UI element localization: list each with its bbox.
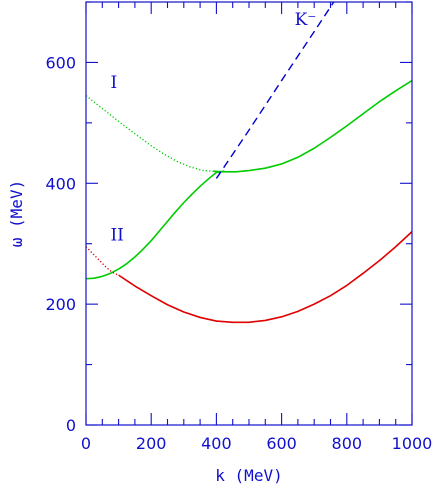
x-tick-label: 1000 [392, 434, 433, 453]
ticks-layer [85, 1, 413, 426]
curve-label-kminus: K⁻ [295, 10, 317, 30]
branch-II-solid [118, 231, 413, 324]
y-tick-label: 200 [45, 295, 76, 314]
x-axis-title: k (MeV) [215, 466, 282, 485]
curve-label-II: II [110, 226, 123, 246]
curves-layer [85, 1, 413, 324]
y-tick-label: 0 [66, 416, 76, 435]
x-tick-label: 200 [136, 434, 167, 453]
kminus-dashed-line [215, 1, 335, 179]
branch-I-solid [213, 79, 413, 173]
curve-label-I: I [110, 73, 117, 93]
tick-labels-layer: 0 200 400 600 800 1000 0 200 400 600 [45, 53, 432, 453]
x-tick-label: 0 [81, 434, 91, 453]
y-tick-label: 400 [45, 174, 76, 193]
plot-frame [85, 1, 413, 426]
branch-II-dotted [85, 246, 119, 276]
x-tick-label: 800 [332, 434, 363, 453]
branch-I-dotted [85, 95, 214, 172]
x-tick-label: 400 [201, 434, 232, 453]
y-tick-label: 600 [45, 53, 76, 72]
x-tick-label: 600 [266, 434, 297, 453]
y-axis-title: ω (MeV) [7, 180, 26, 247]
green-lower-curve [85, 170, 225, 280]
